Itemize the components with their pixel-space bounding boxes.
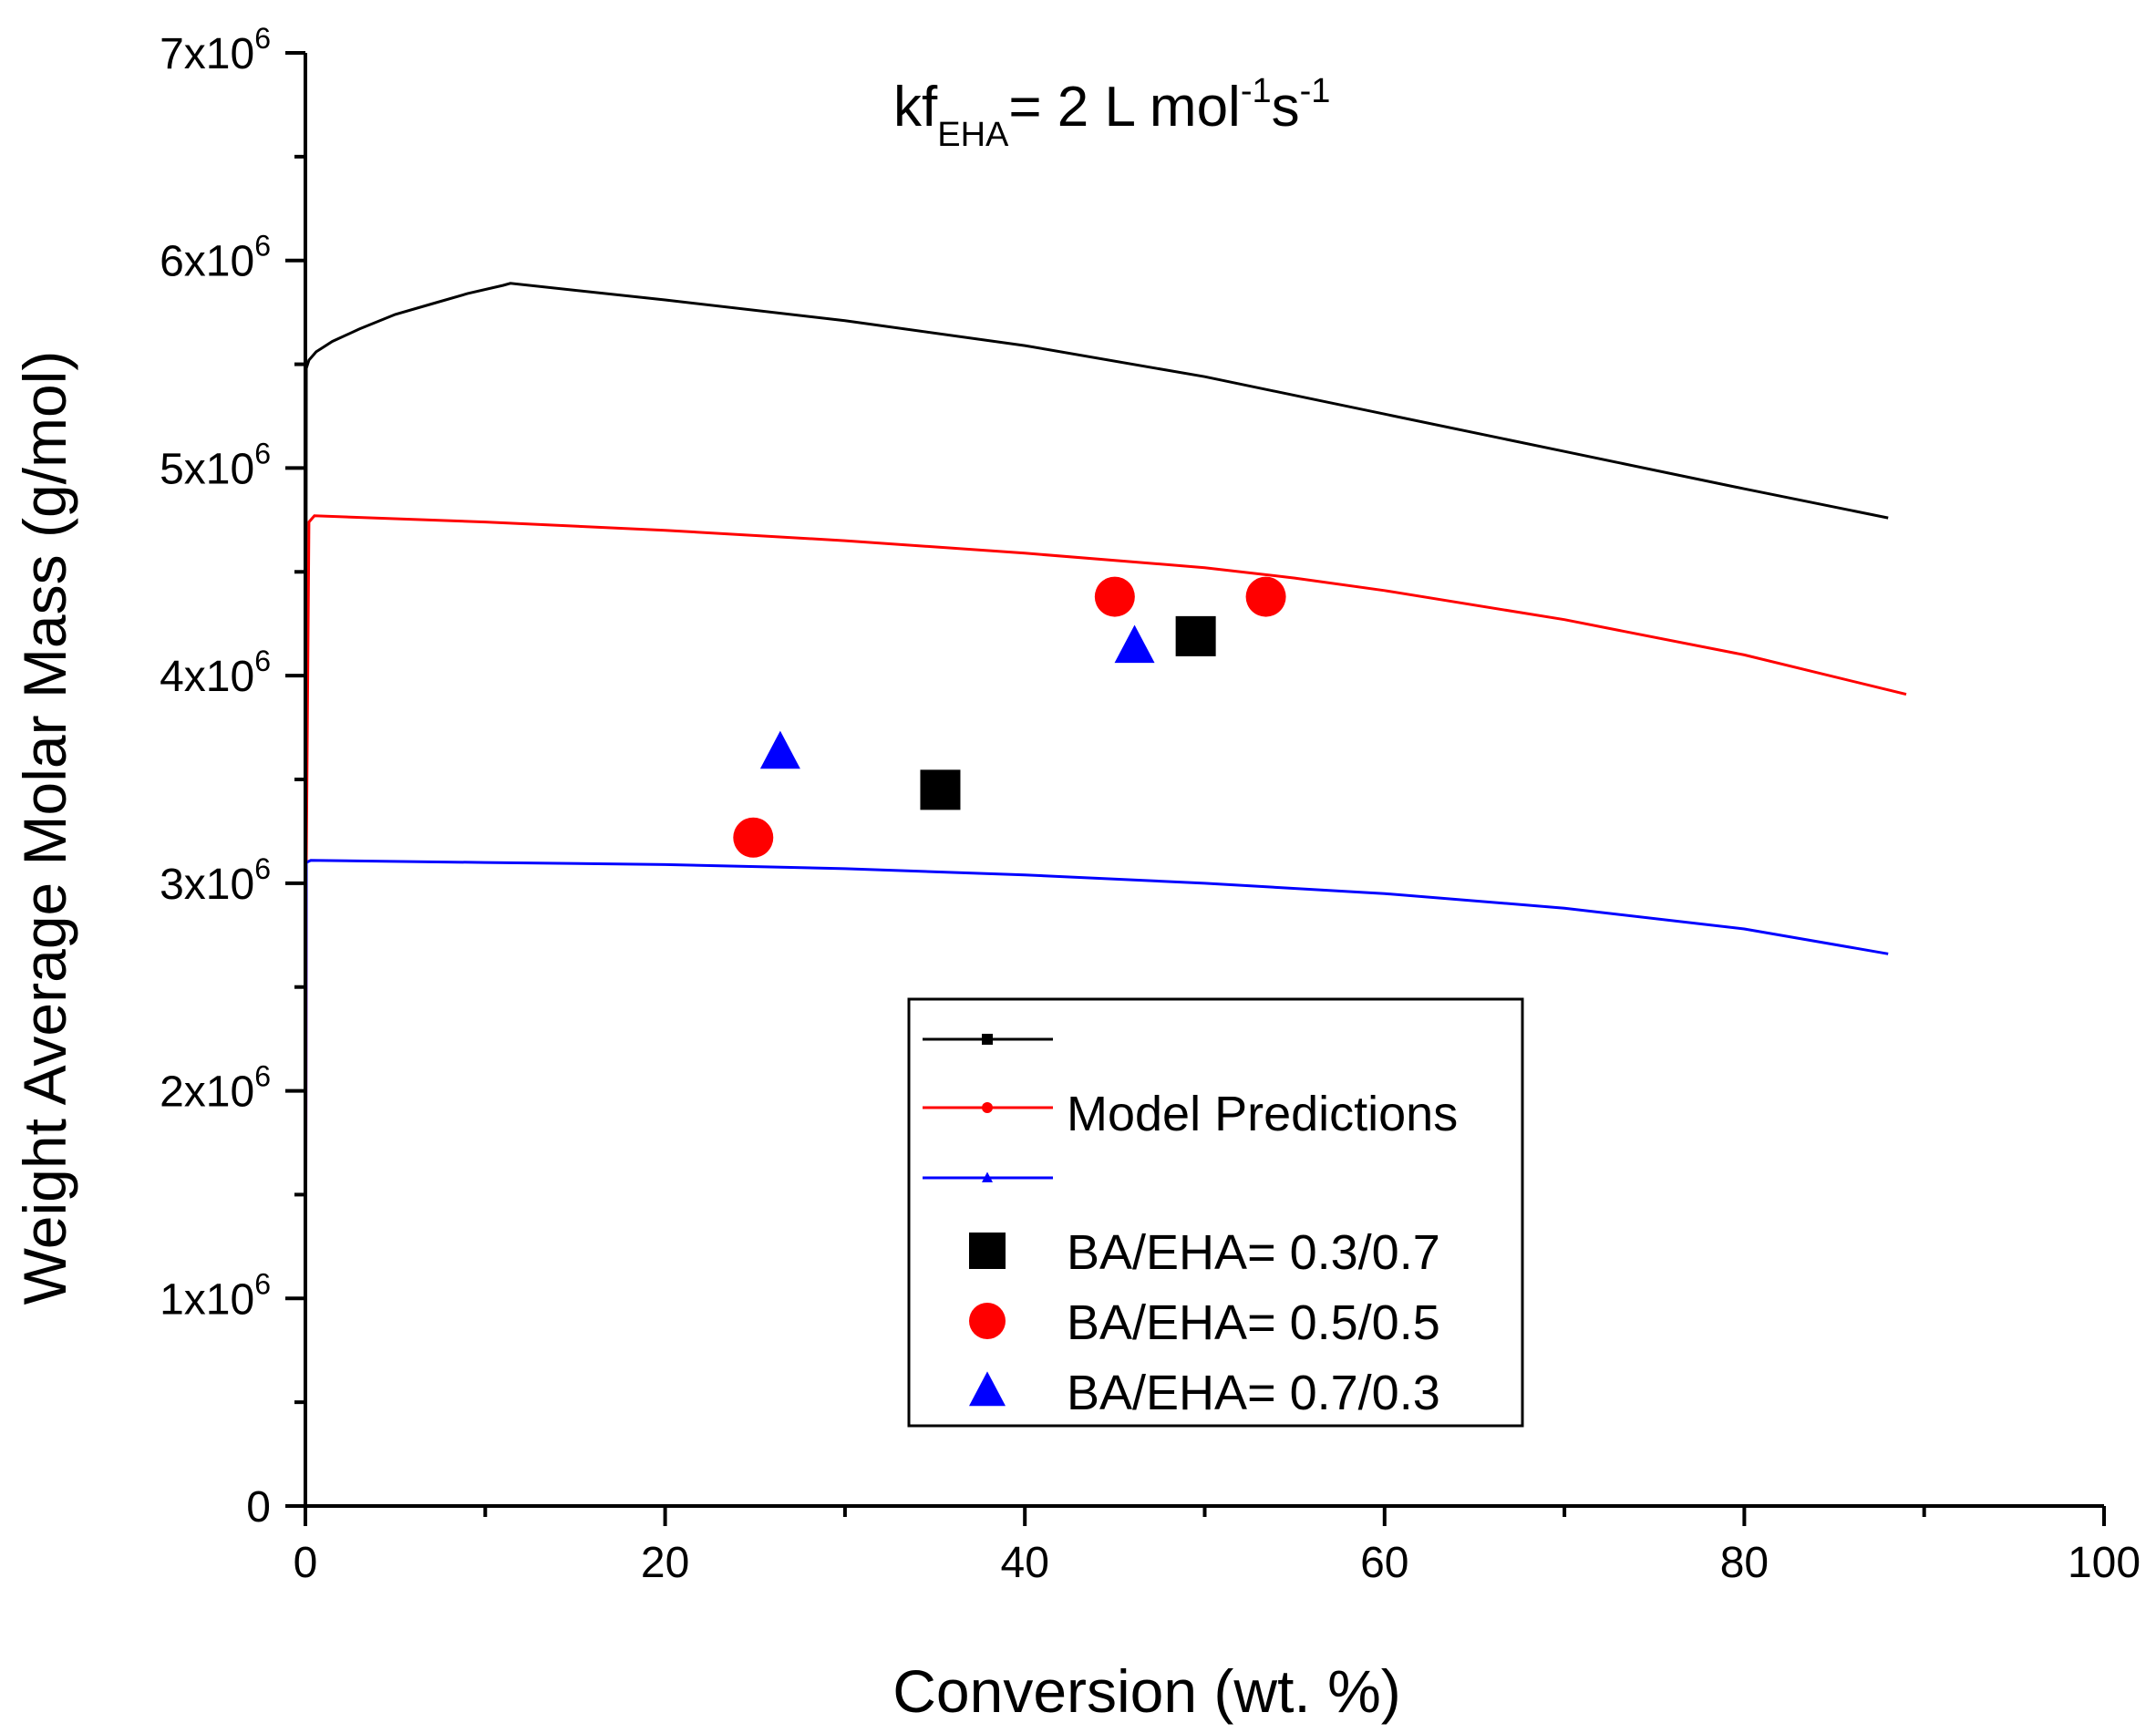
y-tick-label: 2x106	[160, 1060, 271, 1117]
x-tick-label: 80	[1720, 1539, 1769, 1587]
legend-box	[907, 997, 1524, 1428]
model-line-2	[304, 859, 1889, 1507]
legend-label: BA/EHA= 0.7/0.3	[1067, 1366, 1440, 1420]
legend-model-marker-circle	[982, 1102, 993, 1113]
y-tick-label: 5x106	[160, 437, 271, 493]
y-tick-label: 0	[246, 1483, 271, 1532]
x-axis-title: Conversion (wt. %)	[892, 1657, 1401, 1725]
legend-model-marker-triangle	[982, 1171, 993, 1182]
legend-marker-circle	[969, 1303, 1006, 1339]
y-tick-label: 7x106	[160, 22, 271, 78]
x-tick-label: 60	[1360, 1539, 1408, 1587]
axes	[285, 51, 2106, 1526]
data-point-circle	[1094, 576, 1135, 617]
data-point-triangle	[759, 730, 800, 769]
model-line-1	[304, 514, 1907, 1507]
data-point-circle	[733, 817, 774, 858]
model-line-0	[304, 282, 1889, 1507]
y-tick-label: 1x106	[160, 1267, 271, 1324]
legend-label-model-predictions: Model Predictions	[1067, 1087, 1458, 1141]
legend: BA/EHA= 0.3/0.7 BA/EHA= 0.5/0.5 BA/EHA= 0.…	[907, 997, 1524, 1428]
series-layer	[304, 282, 1907, 1507]
x-tick-label: 0	[294, 1539, 318, 1587]
y-tick-label: 6x106	[160, 230, 271, 286]
data-point-triangle	[1114, 624, 1155, 664]
x-tick-label: 20	[641, 1539, 689, 1587]
data-point-square	[1175, 615, 1216, 656]
data-point-square	[920, 769, 961, 810]
chart-annotation: kfEHA= 2 L mol-1s-1	[893, 72, 1330, 154]
legend-marker-square	[969, 1233, 1006, 1269]
tick-labels: 0 20 40 60 80 100 0 1x106 2x106 3x106 4x106 5x106 6x…	[160, 22, 2141, 1587]
x-tick-label: 40	[1001, 1539, 1049, 1587]
legend-label: BA/EHA= 0.3/0.7	[1067, 1225, 1440, 1280]
y-axis-title: Weight Average Molar Mass (g/mol)	[11, 351, 78, 1305]
legend-label: BA/EHA= 0.5/0.5	[1067, 1295, 1440, 1350]
legend-model-marker-square	[982, 1034, 993, 1045]
legend-marker-triangle	[969, 1371, 1006, 1407]
data-point-circle	[1245, 576, 1286, 617]
y-tick-label: 3x106	[160, 852, 271, 909]
y-tick-label: 4x106	[160, 645, 271, 701]
x-tick-label: 100	[2068, 1539, 2141, 1587]
